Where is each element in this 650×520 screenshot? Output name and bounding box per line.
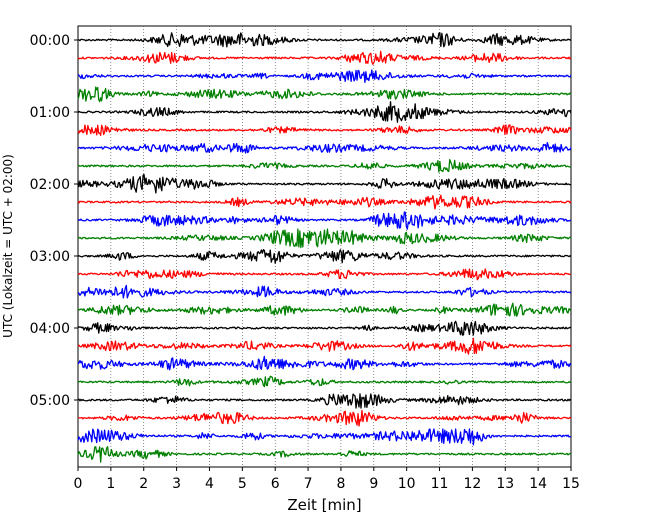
y-tick-label: 02:00 <box>30 177 70 193</box>
x-tick-label: 7 <box>304 476 313 492</box>
y-tick-label: 05:00 <box>30 393 70 409</box>
trace-row <box>77 337 572 355</box>
trace-row <box>77 409 572 427</box>
x-tick-label: 10 <box>398 476 416 492</box>
y-axis-label: UTC (Lokalzeit = UTC + 02:00) <box>1 154 15 338</box>
x-tick-label: 15 <box>562 476 580 492</box>
x-tick-label: 11 <box>431 476 449 492</box>
trace-row <box>77 158 572 173</box>
x-tick-label: 9 <box>369 476 378 492</box>
trace-row <box>77 32 572 48</box>
x-ticks: 0 1 2 3 4 5 6 7 8 9 10 11 12 13 14 15 <box>74 467 580 492</box>
trace-row <box>77 194 572 210</box>
trace-row <box>77 302 572 317</box>
x-tick-label: 13 <box>496 476 514 492</box>
trace-row <box>77 69 572 84</box>
trace-row <box>77 228 572 249</box>
trace-row <box>77 142 572 154</box>
trace-row <box>77 284 572 299</box>
y-tick-label: 00:00 <box>30 33 70 49</box>
trace-row <box>77 50 572 65</box>
plot-frame <box>77 25 572 468</box>
trace-row <box>77 101 572 123</box>
y-tick-label: 03:00 <box>30 249 70 265</box>
trace-row <box>77 86 572 103</box>
x-tick-label: 4 <box>205 476 214 492</box>
x-tick-label: 12 <box>463 476 481 492</box>
x-tick-label: 0 <box>74 476 83 492</box>
x-tick-label: 14 <box>529 476 547 492</box>
traces-layer <box>77 32 572 463</box>
x-tick-label: 1 <box>106 476 115 492</box>
y-tick-label: 01:00 <box>30 105 70 121</box>
trace-row <box>77 173 572 194</box>
trace-row <box>77 446 571 463</box>
trace-row <box>77 320 572 336</box>
x-tick-label: 5 <box>238 476 247 492</box>
trace-row <box>77 211 572 230</box>
x-tick-label: 3 <box>172 476 181 492</box>
trace-row <box>77 355 572 371</box>
x-axis-label: Zeit [min] <box>287 496 361 514</box>
trace-row <box>77 428 572 446</box>
trace-row <box>77 393 572 409</box>
trace-row <box>77 375 572 388</box>
y-tick-label: 04:00 <box>30 321 70 337</box>
x-tick-label: 8 <box>336 476 345 492</box>
x-tick-label: 2 <box>139 476 148 492</box>
trace-row <box>77 268 572 281</box>
y-ticks: 00:00 01:00 02:00 03:00 04:00 05:00 <box>30 33 78 409</box>
trace-row <box>77 124 572 136</box>
trace-row <box>77 249 572 264</box>
x-tick-label: 6 <box>271 476 280 492</box>
